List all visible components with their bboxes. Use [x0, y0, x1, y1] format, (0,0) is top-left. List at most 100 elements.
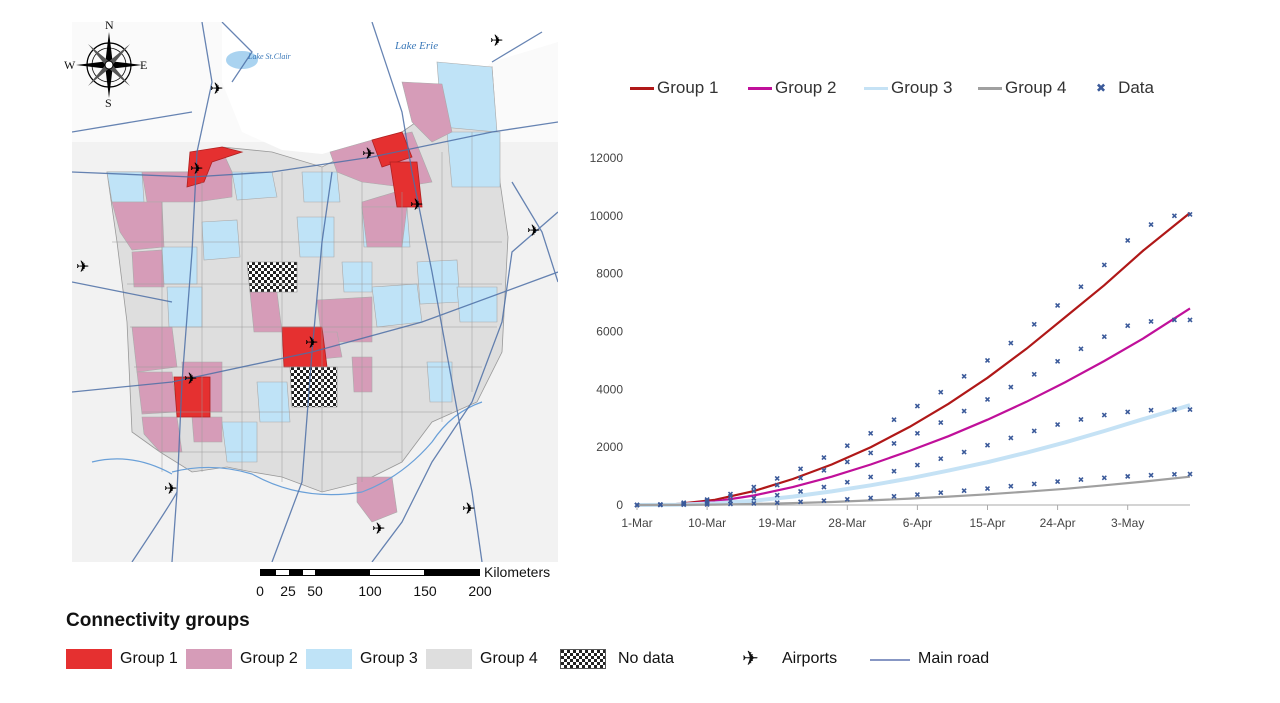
series-line-1 [636, 212, 1191, 507]
data-point [844, 443, 850, 449]
data-point [1101, 475, 1107, 481]
scale-track [260, 569, 480, 576]
map-canvas: ✈ ✈ ✈ ✈ ✈ ✈ ✈ ✈ ✈ ✈ ✈ ✈ [72, 22, 558, 562]
data-point [681, 502, 687, 508]
data-point [1078, 346, 1084, 352]
airplane-icon: ✈ [372, 519, 385, 538]
data-point [634, 502, 640, 508]
main-roads [72, 22, 558, 562]
scale-tick: 150 [413, 583, 437, 599]
data-point [1008, 340, 1014, 346]
x-tick-label: 10-Mar [688, 516, 726, 530]
scale-unit: Kilometers [484, 564, 551, 580]
data-point [961, 449, 967, 455]
county-borders [112, 132, 502, 492]
airplane-icon: ✈ [305, 333, 318, 352]
data-point [797, 466, 804, 472]
legend-label: Group 4 [480, 650, 538, 667]
data-point [891, 417, 897, 423]
airplane-icon: ✈ [362, 144, 375, 163]
x-tick-label: 28-Mar [828, 516, 866, 530]
data-point [1101, 262, 1107, 268]
legend-label: Group 1 [120, 650, 178, 667]
data-point [1008, 435, 1014, 441]
legend-label: No data [618, 650, 675, 667]
data-point [1171, 317, 1177, 323]
data-point [1055, 422, 1061, 428]
group3-regions [106, 61, 501, 463]
data-point [797, 475, 804, 481]
y-tick-label: 8000 [596, 267, 623, 281]
data-point [1031, 428, 1037, 434]
y-tick-label: 0 [616, 498, 623, 512]
chart-legend-item: Group 3 [864, 78, 952, 98]
data-point [938, 490, 944, 496]
legend-title: Connectivity groups [66, 610, 250, 631]
data-point [657, 502, 663, 508]
data-point [1148, 407, 1154, 413]
data-point [1148, 221, 1154, 228]
x-tick-label: 3-May [1111, 516, 1144, 530]
compass-rose-icon: N S E W [64, 18, 152, 110]
data-point [984, 442, 991, 448]
airplane-icon: ✈ [164, 479, 177, 498]
y-tick-label: 4000 [596, 382, 623, 396]
y-tick-label: 10000 [590, 209, 624, 223]
airplane-icon: ✈ [76, 257, 89, 276]
compass-s: S [105, 96, 112, 110]
data-point [844, 479, 850, 485]
legend-label: Group 2 [240, 650, 298, 667]
data-point [797, 488, 804, 494]
data-point [1171, 213, 1177, 219]
data-point [821, 498, 827, 504]
data-point [914, 462, 920, 468]
data-point [821, 467, 827, 473]
legend-swatch-nodata [560, 649, 606, 669]
data-point [1055, 358, 1061, 364]
data-point [1031, 371, 1037, 377]
data-point [961, 488, 967, 494]
data-point [844, 496, 850, 502]
data-point [984, 396, 991, 403]
y-tick-label: 12000 [590, 151, 624, 165]
series-line-3 [636, 403, 1191, 507]
data-point [891, 468, 897, 474]
data-point [868, 450, 874, 456]
data-point [727, 501, 734, 507]
scale-bar: Kilometers 0 25 50 100 150 200 [256, 564, 560, 599]
data-point [984, 357, 991, 363]
airplane-icon: ✈ [190, 159, 203, 178]
data-point [774, 500, 780, 506]
data-point [797, 499, 804, 505]
data-point [1148, 472, 1154, 478]
data-point [1125, 409, 1131, 415]
airplane-icon: ✈ [527, 221, 540, 240]
x-tick-label: 19-Mar [758, 516, 796, 530]
x-tick-label: 6-Apr [903, 516, 932, 530]
cases-chart: 0 2000 4000 6000 8000 10000 12000 1-Mar 10-Mar 19… [585, 140, 1205, 550]
y-tick-label: 2000 [596, 440, 623, 454]
map-legend: Group 1 Group 2 Group 3 Group 4 No data … [66, 646, 1166, 672]
scale-tick: 50 [307, 583, 323, 599]
data-point [1008, 384, 1014, 390]
data-point [1008, 483, 1014, 489]
chart-legend-label: Group 1 [657, 78, 719, 97]
scale-tick: 25 [280, 583, 296, 599]
data-point [1187, 471, 1193, 477]
data-point [1055, 479, 1061, 485]
rivers [91, 401, 483, 496]
data-point [751, 484, 757, 490]
data-point [914, 403, 920, 409]
data-point [1171, 407, 1177, 413]
data-point [1148, 318, 1154, 324]
scale-tick: 200 [468, 583, 492, 599]
data-point [1125, 237, 1131, 243]
data-point [1078, 284, 1084, 290]
data-point [821, 455, 827, 461]
compass-w: W [64, 58, 76, 72]
data-point [751, 495, 757, 501]
data-point [1031, 321, 1037, 327]
data-point [914, 430, 920, 436]
lake-st-clair-label: Lake St.Clair [248, 52, 291, 61]
data-point [938, 389, 944, 395]
